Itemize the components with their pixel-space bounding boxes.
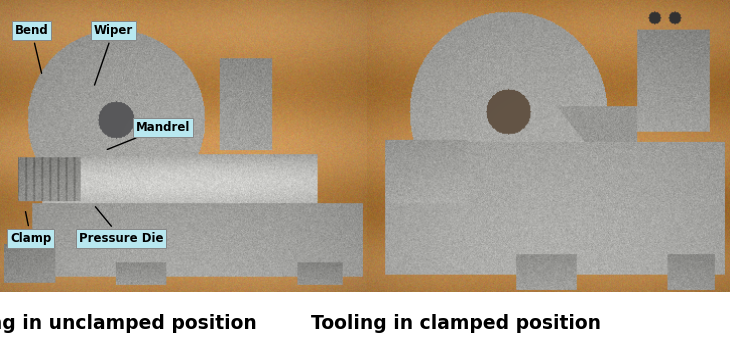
Text: Clamp: Clamp [10, 212, 52, 245]
Text: Mandrel: Mandrel [107, 121, 191, 149]
Text: Tooling in unclamped position: Tooling in unclamped position [0, 314, 257, 333]
Text: Bend: Bend [15, 24, 48, 73]
Text: Pressure Die: Pressure Die [79, 207, 164, 245]
Text: Wiper: Wiper [93, 24, 133, 85]
Text: Tooling in clamped position: Tooling in clamped position [311, 314, 602, 333]
